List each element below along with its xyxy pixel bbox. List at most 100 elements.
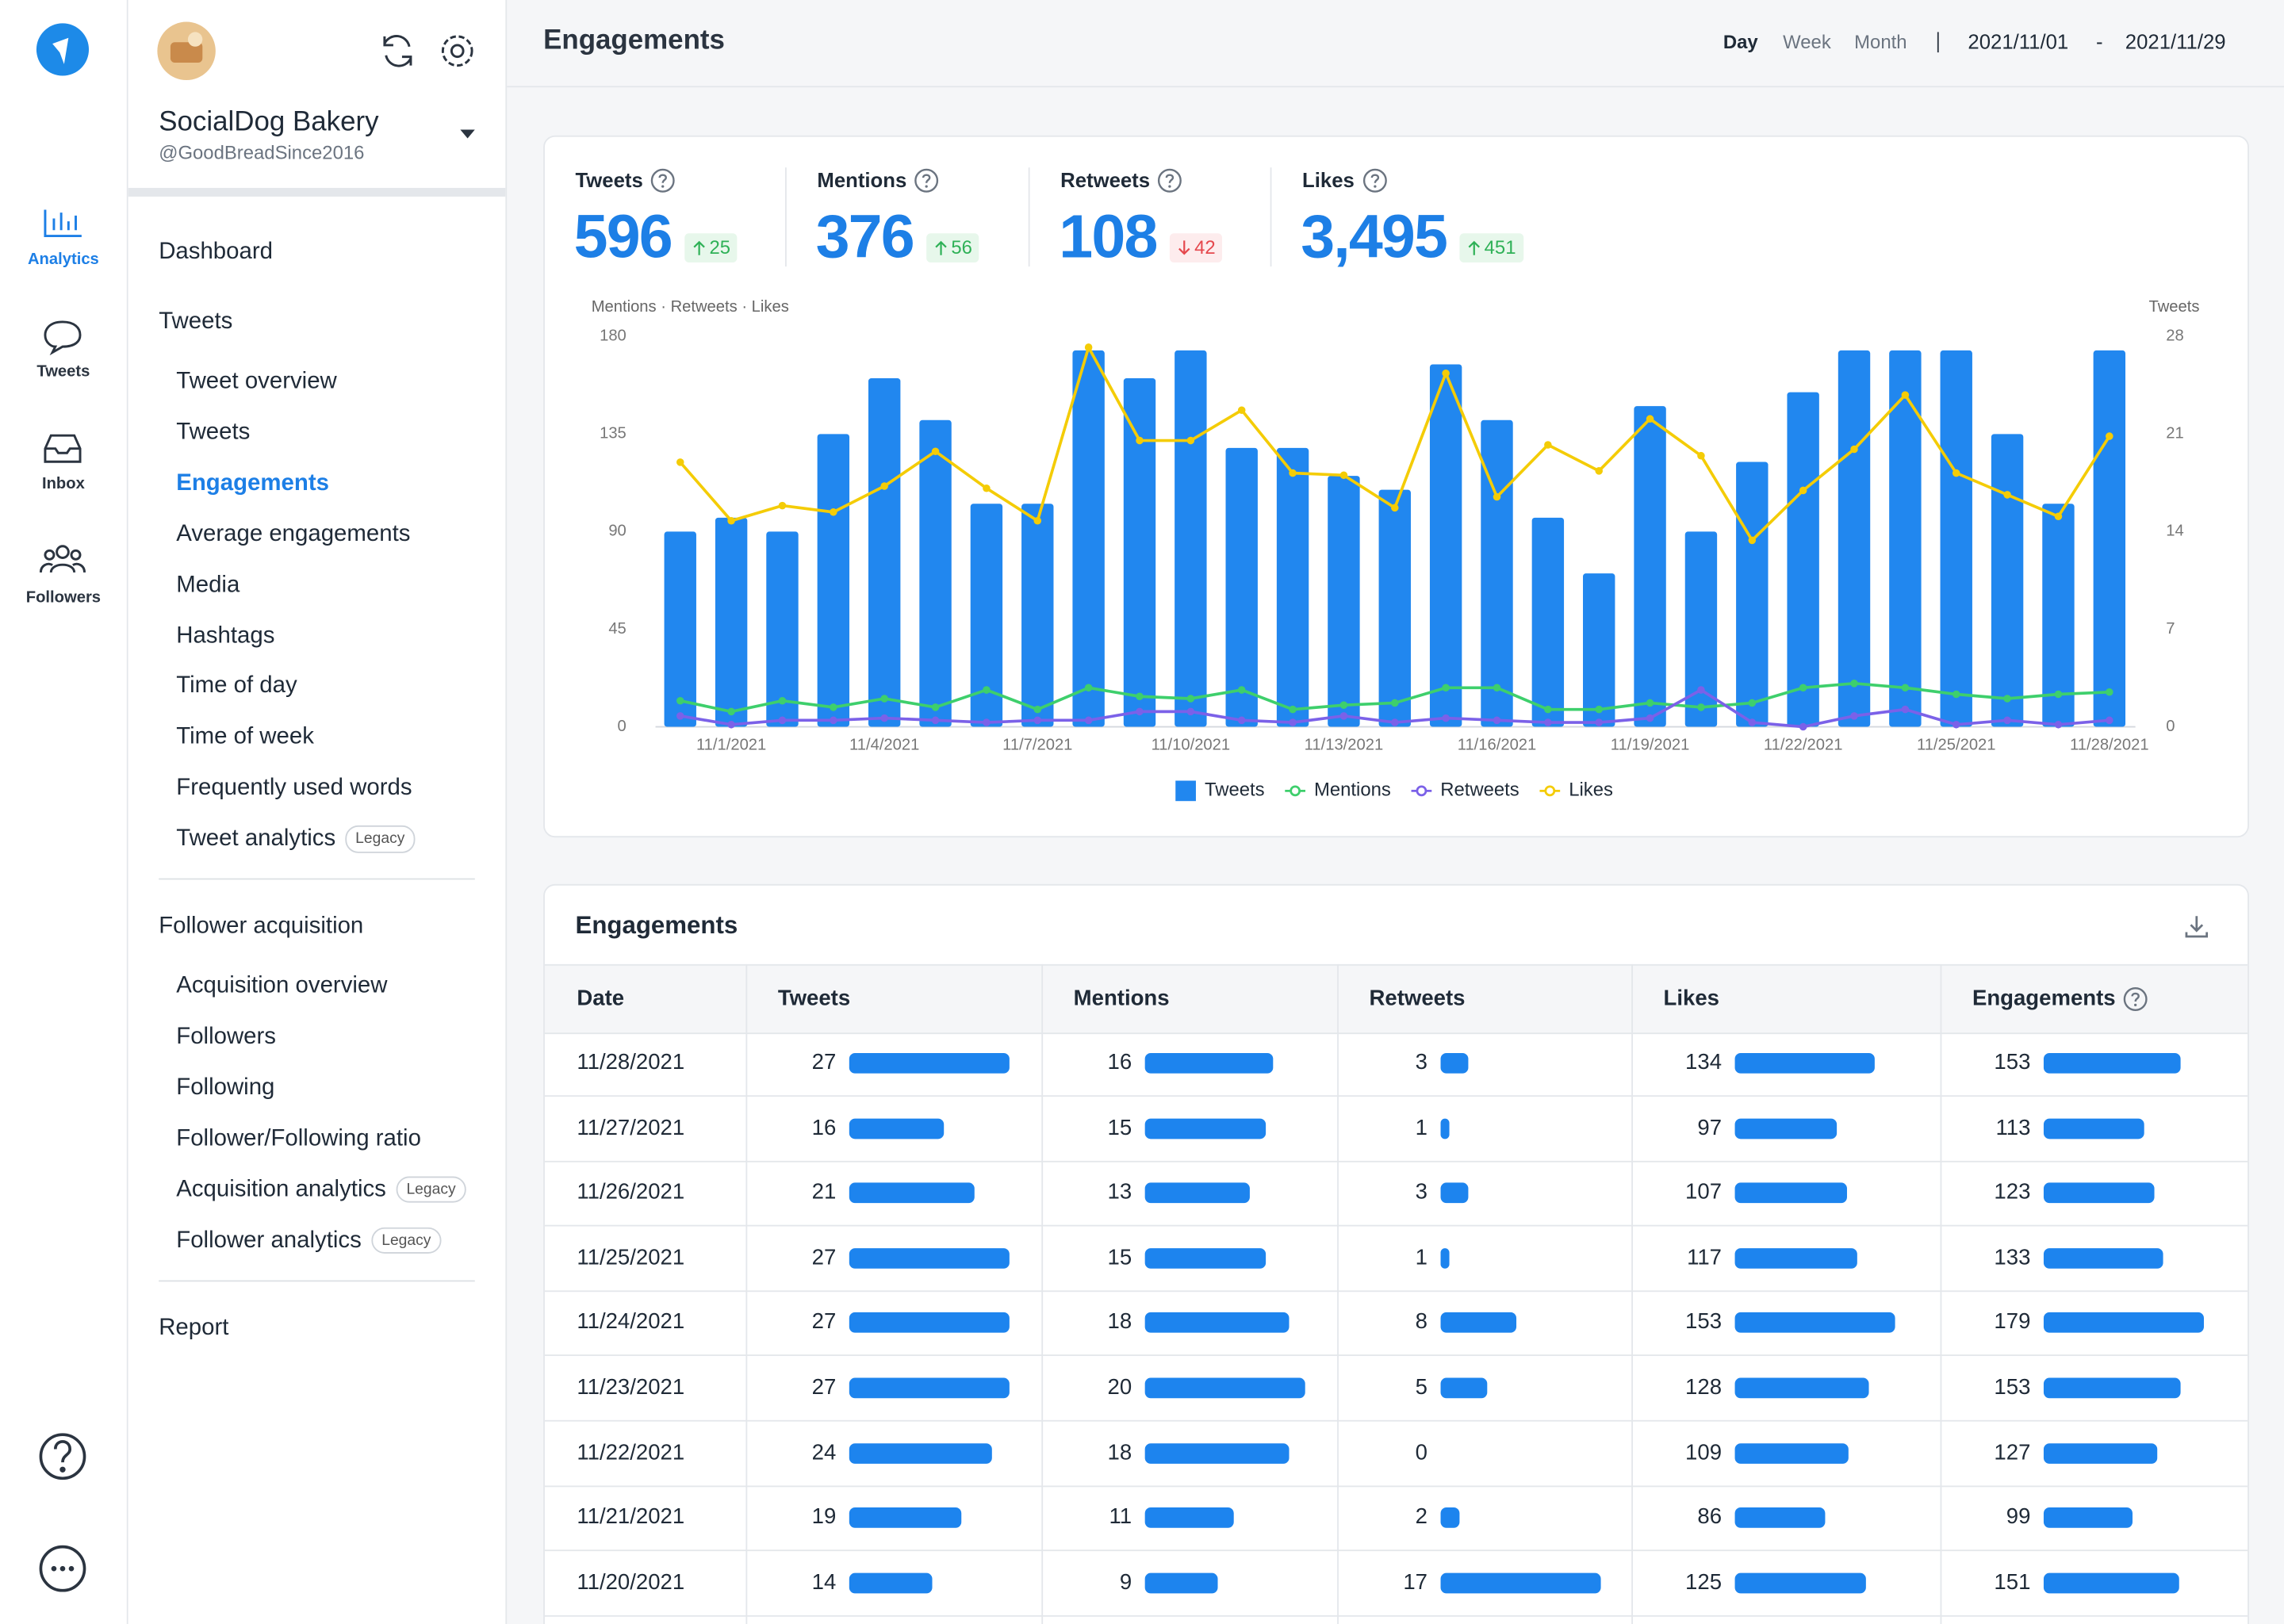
- bar: [2093, 350, 2126, 727]
- bar: [1583, 573, 1615, 727]
- stat-divider: [1028, 167, 1030, 267]
- menu-item[interactable]: Acquisition analytics: [176, 1177, 386, 1202]
- cell-bar: [1144, 1572, 1217, 1594]
- settings-icon[interactable]: [441, 35, 473, 67]
- cell: 128: [1685, 1374, 1723, 1400]
- menu-item[interactable]: Acquisition overview: [176, 973, 388, 999]
- menu-item[interactable]: Engagements: [176, 470, 329, 496]
- period-option[interactable]: Month: [1854, 30, 1907, 53]
- menu-item[interactable]: Following: [176, 1075, 275, 1101]
- change-arrow: [935, 240, 947, 255]
- row-divider: [544, 1225, 2248, 1227]
- more-icon[interactable]: [39, 1545, 86, 1592]
- nav-label[interactable]: Tweets: [36, 363, 90, 381]
- cell: 17: [1403, 1569, 1428, 1595]
- column-header[interactable]: Retweets: [1369, 986, 1466, 1011]
- analytics-icon[interactable]: [44, 209, 82, 238]
- point: [1799, 722, 1807, 731]
- refresh-icon[interactable]: [383, 35, 412, 67]
- cell: 113: [1995, 1115, 2031, 1140]
- cell-bar: [1144, 1117, 1266, 1139]
- help-icon[interactable]: [2122, 986, 2148, 1012]
- legend-swatch: [1416, 785, 1428, 797]
- y-tick-label: 0: [618, 718, 627, 735]
- date-from[interactable]: 2021/11/01: [1968, 29, 2069, 54]
- menu-section[interactable]: Tweets: [159, 309, 233, 335]
- stat-value: 3,495: [1301, 201, 1448, 271]
- point: [1339, 701, 1348, 709]
- row-divider: [544, 1354, 2248, 1357]
- period-option[interactable]: Week: [1783, 30, 1831, 53]
- point: [727, 707, 735, 716]
- table-header: [544, 963, 2248, 1035]
- point: [1646, 699, 1654, 707]
- y-tick-label: 90: [608, 523, 626, 540]
- avatar[interactable]: [157, 21, 216, 81]
- point: [778, 696, 787, 705]
- menu-section[interactable]: Follower acquisition: [159, 914, 364, 939]
- bar: [919, 419, 952, 727]
- cell-bar: [1144, 1377, 1305, 1399]
- menu-item[interactable]: Followers: [176, 1024, 277, 1050]
- bar: [664, 531, 696, 727]
- bar: [766, 531, 799, 727]
- menu-item[interactable]: Hashtags: [176, 622, 275, 649]
- bar: [1429, 364, 1462, 727]
- tweets-icon[interactable]: [44, 320, 82, 356]
- bar: [1940, 350, 1972, 727]
- menu-item[interactable]: Tweet overview: [176, 369, 337, 394]
- bar: [1378, 489, 1411, 727]
- separator: [1937, 32, 1939, 53]
- menu-item[interactable]: Follower analytics: [176, 1228, 362, 1253]
- menu-item[interactable]: Tweets: [176, 419, 251, 445]
- help-icon[interactable]: [650, 167, 676, 193]
- cell: 24: [811, 1439, 837, 1465]
- help-icon[interactable]: [1362, 167, 1388, 193]
- stat-divider: [1270, 167, 1272, 267]
- menu-item[interactable]: Frequently used words: [176, 776, 412, 801]
- help-icon[interactable]: [914, 167, 940, 193]
- cell-bar: [1144, 1312, 1290, 1334]
- bar: [1021, 504, 1054, 727]
- date-to[interactable]: 2021/11/29: [2125, 29, 2226, 54]
- column-header[interactable]: Mentions: [1073, 986, 1170, 1011]
- help-icon[interactable]: [39, 1433, 86, 1480]
- period-option[interactable]: Day: [1723, 30, 1758, 53]
- menu-item[interactable]: Average engagements: [176, 521, 411, 546]
- menu-section[interactable]: Dashboard: [159, 239, 273, 265]
- bar: [1736, 462, 1769, 727]
- date-separator: -: [2096, 29, 2103, 54]
- menu-section[interactable]: Report: [159, 1315, 229, 1340]
- menu-item[interactable]: Time of week: [176, 725, 314, 750]
- cell: 8: [1415, 1309, 1428, 1335]
- account-dropdown[interactable]: [460, 129, 475, 139]
- column-header[interactable]: Tweets: [777, 986, 851, 1011]
- stat-value: 376: [815, 201, 915, 271]
- cell-bar: [1734, 1377, 1869, 1399]
- point: [2054, 721, 2063, 729]
- legend-swatch: [1544, 785, 1556, 797]
- menu-item[interactable]: Time of day: [176, 674, 297, 699]
- column-divider: [1337, 963, 1339, 1624]
- nav-label[interactable]: Followers: [25, 588, 102, 607]
- column-header[interactable]: Engagements: [1972, 986, 2116, 1011]
- column-header[interactable]: Likes: [1663, 986, 1720, 1011]
- stat-change-value: 42: [1194, 236, 1216, 259]
- followers-icon[interactable]: [39, 545, 86, 573]
- cell-bar: [2043, 1377, 2181, 1399]
- stat-change: 451: [1459, 233, 1523, 262]
- point: [727, 516, 735, 525]
- bar: [1684, 531, 1718, 727]
- download-icon[interactable]: [2182, 912, 2211, 941]
- column-header[interactable]: Date: [577, 986, 625, 1011]
- nav-label[interactable]: Analytics: [27, 251, 99, 269]
- menu-item[interactable]: Media: [176, 572, 240, 598]
- cell: 18: [1107, 1439, 1132, 1465]
- nav-label[interactable]: Inbox: [41, 475, 85, 493]
- menu-item[interactable]: Tweet analytics: [176, 826, 336, 852]
- menu-item[interactable]: Follower/Following ratio: [176, 1126, 421, 1151]
- logo[interactable]: [36, 23, 90, 76]
- inbox-icon[interactable]: [44, 434, 82, 463]
- help-icon[interactable]: [1156, 167, 1182, 193]
- change-arrow: [693, 240, 705, 255]
